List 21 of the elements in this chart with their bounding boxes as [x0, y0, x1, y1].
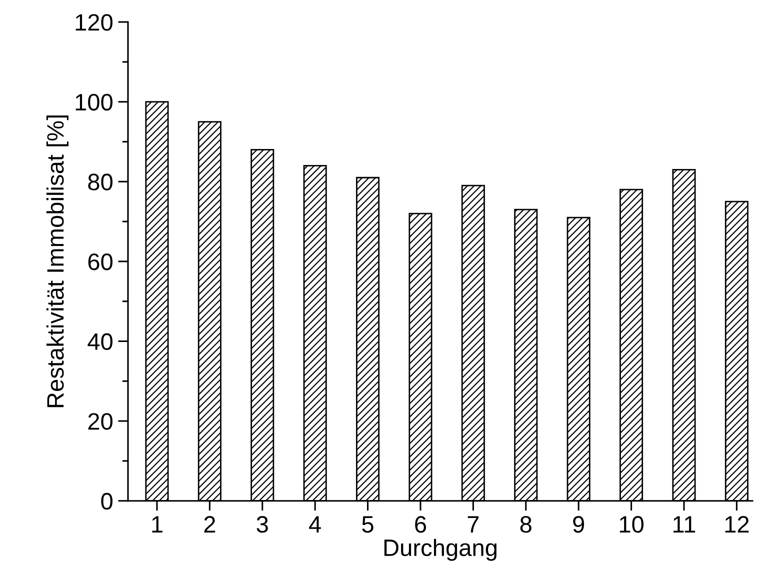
x-axis-title: Durchgang: [384, 538, 496, 561]
y-tick-label: 40: [88, 333, 112, 350]
x-tick-label: 6: [415, 516, 426, 533]
y-axis-title: Restaktivität Immobilisat [%]: [46, 115, 68, 408]
y-tick-label: 120: [76, 14, 112, 31]
y-tick-label: 80: [88, 174, 112, 190]
x-tick-label: 4: [309, 516, 321, 533]
x-tick-label: 1: [152, 516, 162, 533]
x-tick-label: 3: [256, 516, 268, 533]
y-tick-label: 100: [76, 94, 112, 111]
x-tick-label: 9: [573, 516, 584, 533]
x-tick-label: 5: [362, 516, 374, 533]
x-tick-label: 7: [468, 516, 479, 533]
x-tick-label: 8: [520, 516, 532, 533]
x-tick-label: 10: [620, 516, 644, 533]
x-tick-label: 11: [674, 516, 696, 533]
x-tick-label: 12: [725, 516, 749, 533]
y-tick-label: 20: [88, 413, 112, 430]
y-tick-label: 60: [88, 253, 112, 270]
x-tick-label: 2: [204, 516, 216, 533]
y-tick-label: 0: [101, 492, 112, 510]
